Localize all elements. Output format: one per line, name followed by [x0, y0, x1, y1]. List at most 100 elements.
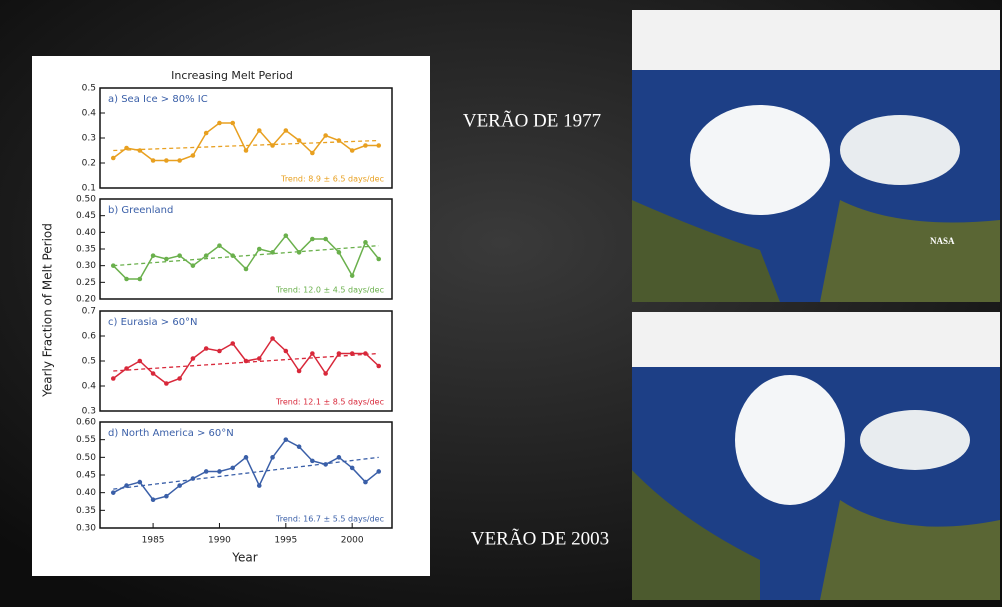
- y-tick-label: 0.50: [76, 195, 96, 205]
- data-point: [363, 351, 368, 356]
- data-point: [350, 273, 355, 278]
- y-tick-label: 0.30: [76, 261, 96, 271]
- data-point: [257, 128, 262, 133]
- data-point: [270, 143, 275, 148]
- data-point: [191, 263, 196, 268]
- data-point: [177, 376, 182, 381]
- data-point: [376, 469, 381, 474]
- panel-title: a) Sea Ice > 80% IC: [108, 94, 208, 105]
- data-point: [124, 366, 129, 371]
- data-point: [363, 240, 368, 245]
- data-point: [350, 351, 355, 356]
- data-point: [297, 444, 302, 449]
- data-point: [111, 263, 116, 268]
- x-tick-label: 1990: [208, 536, 231, 546]
- data-point: [124, 146, 129, 151]
- y-tick-label: 0.1: [82, 184, 96, 194]
- data-point: [111, 376, 116, 381]
- data-point: [151, 497, 156, 502]
- y-tick-label: 0.40: [76, 228, 96, 238]
- data-point: [310, 459, 315, 464]
- data-point: [204, 346, 209, 351]
- y-tick-label: 0.30: [76, 524, 96, 534]
- y-tick-label: 0.45: [76, 211, 96, 221]
- data-point: [217, 349, 222, 354]
- data-point: [138, 277, 143, 282]
- y-tick-label: 0.25: [76, 278, 96, 288]
- data-point: [284, 128, 289, 133]
- data-point: [111, 156, 116, 161]
- data-point: [111, 490, 116, 495]
- data-point: [376, 364, 381, 369]
- data-point: [164, 158, 169, 163]
- data-point: [244, 359, 249, 364]
- data-point: [270, 250, 275, 255]
- data-point: [164, 257, 169, 262]
- data-point: [138, 480, 143, 485]
- data-point: [230, 121, 235, 126]
- data-point: [376, 257, 381, 262]
- data-point: [270, 455, 275, 460]
- data-point: [337, 455, 342, 460]
- data-point: [217, 469, 222, 474]
- trend-annotation: Trend: 12.1 ± 8.5 days/dec: [275, 398, 384, 407]
- trend-annotation: Trend: 8.9 ± 6.5 days/dec: [280, 175, 384, 184]
- data-point: [244, 455, 249, 460]
- y-tick-label: 0.5: [82, 84, 96, 94]
- y-axis-label: Yearly Fraction of Melt Period: [41, 223, 55, 398]
- data-point: [191, 356, 196, 361]
- data-point: [204, 469, 209, 474]
- x-tick-label: 1995: [274, 536, 297, 546]
- data-point: [284, 349, 289, 354]
- data-point: [284, 437, 289, 442]
- data-point: [124, 277, 129, 282]
- data-point: [270, 336, 275, 341]
- y-tick-label: 0.45: [76, 471, 96, 481]
- data-point: [124, 483, 129, 488]
- data-point: [177, 253, 182, 258]
- data-point: [164, 381, 169, 386]
- data-point: [284, 233, 289, 238]
- page: Increasing Melt Period Yearly Fraction o…: [0, 0, 1002, 607]
- slide: Increasing Melt Period Yearly Fraction o…: [0, 0, 1002, 607]
- data-point: [177, 483, 182, 488]
- data-point: [376, 143, 381, 148]
- data-point: [138, 359, 143, 364]
- data-point: [217, 121, 222, 126]
- y-tick-label: 0.40: [76, 488, 96, 498]
- panel-title: d) North America > 60°N: [108, 428, 234, 439]
- data-point: [323, 133, 328, 138]
- y-tick-label: 0.20: [76, 295, 96, 305]
- image-credit: NASA: [930, 236, 955, 246]
- trend-annotation: Trend: 16.7 ± 5.5 days/dec: [275, 515, 384, 524]
- data-point: [257, 483, 262, 488]
- data-point: [204, 131, 209, 136]
- x-axis-label: Year: [231, 551, 257, 565]
- data-point: [323, 462, 328, 467]
- panel-title: b) Greenland: [108, 205, 173, 216]
- data-point: [177, 158, 182, 163]
- data-point: [244, 148, 249, 153]
- data-point: [217, 243, 222, 248]
- figure-title: Increasing Melt Period: [171, 69, 293, 82]
- data-point: [244, 267, 249, 272]
- data-point: [191, 153, 196, 158]
- data-point: [230, 466, 235, 471]
- y-tick-label: 0.5: [82, 357, 96, 367]
- y-tick-label: 0.2: [82, 159, 96, 169]
- data-point: [350, 148, 355, 153]
- data-point: [337, 138, 342, 143]
- data-point: [230, 341, 235, 346]
- data-point: [151, 158, 156, 163]
- data-point: [323, 237, 328, 242]
- data-point: [297, 138, 302, 143]
- data-point: [350, 466, 355, 471]
- y-tick-label: 0.35: [76, 245, 96, 255]
- data-point: [164, 494, 169, 499]
- data-point: [204, 253, 209, 258]
- data-point: [337, 250, 342, 255]
- y-tick-label: 0.60: [76, 418, 96, 428]
- data-point: [297, 369, 302, 374]
- y-tick-label: 0.50: [76, 453, 96, 463]
- data-point: [257, 247, 262, 252]
